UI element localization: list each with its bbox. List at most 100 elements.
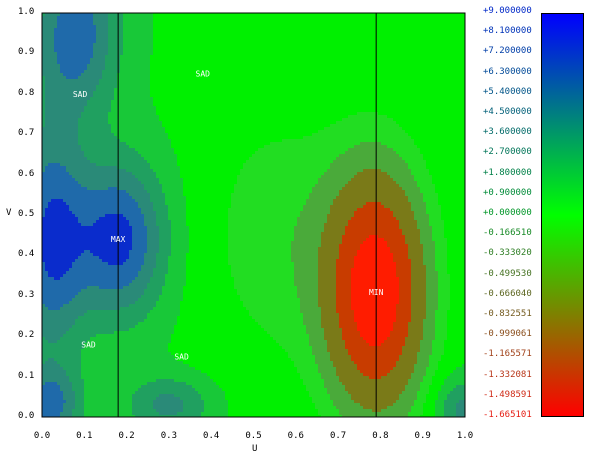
contour-cell — [399, 355, 417, 358]
contour-cell — [72, 415, 84, 417]
contour-cell — [207, 373, 300, 376]
contour-cell — [306, 388, 327, 391]
contour-cell — [117, 76, 150, 79]
contour-cell — [360, 247, 390, 250]
contour-cell — [153, 307, 180, 310]
contour-cell — [228, 226, 294, 229]
contour-cell — [189, 235, 228, 238]
contour-cell — [45, 268, 69, 271]
contour-cell — [69, 268, 141, 271]
contour-cell — [66, 331, 114, 334]
contour-cell — [189, 232, 228, 235]
contour-cell — [354, 265, 396, 268]
contour-cell — [228, 211, 300, 214]
contour-cell — [144, 220, 156, 223]
contour-cell — [411, 208, 426, 211]
contour-cell — [411, 304, 426, 307]
contour-cell — [75, 397, 84, 400]
contour-cell — [168, 346, 282, 349]
contour-cell — [57, 340, 87, 343]
contour-cell — [42, 22, 57, 25]
contour-cell — [228, 415, 321, 417]
contour-cell — [42, 388, 60, 391]
contour-cell — [42, 277, 54, 280]
contour-cell — [420, 190, 435, 193]
contour-cell — [147, 244, 159, 247]
contour-cell — [156, 262, 168, 265]
contour-cell — [435, 328, 447, 331]
x-tick-label: 0.9 — [414, 431, 431, 441]
contour-cell — [447, 310, 465, 313]
contour-cell — [42, 409, 63, 412]
contour-cell — [45, 106, 84, 109]
contour-cell — [429, 217, 441, 220]
contour-cell — [162, 286, 183, 289]
contour-cell — [42, 283, 129, 286]
contour-cell — [210, 376, 300, 379]
contour-cell — [177, 157, 249, 160]
contour-cell — [75, 322, 138, 325]
contour-cell — [150, 55, 465, 58]
contour-cell — [42, 34, 54, 37]
contour-cell — [147, 286, 162, 289]
contour-cell — [42, 133, 78, 136]
contour-cell — [387, 337, 405, 340]
contour-cell — [357, 253, 393, 256]
contour-cell — [414, 367, 426, 370]
contour-cell — [405, 340, 420, 343]
contour-cell — [318, 247, 339, 250]
contour-cell — [63, 304, 129, 307]
contour-cell — [393, 253, 408, 256]
contour-cell — [411, 136, 465, 139]
contour-cell — [42, 79, 45, 82]
contour-cell — [108, 118, 159, 121]
contour-cell — [153, 34, 465, 37]
contour-cell — [231, 199, 306, 202]
contour-cell — [426, 166, 465, 169]
contour-cell — [399, 301, 411, 304]
contour-cell — [45, 121, 78, 124]
contour-cell — [432, 352, 444, 355]
contour-cell — [342, 334, 360, 337]
contour-cell — [387, 373, 411, 376]
contour-cell — [144, 256, 156, 259]
contour-cell — [60, 337, 90, 340]
contour-cell — [147, 241, 159, 244]
contour-cell — [399, 184, 417, 187]
contour-cell — [120, 139, 171, 142]
contour-cell — [420, 187, 435, 190]
contour-cell — [45, 100, 87, 103]
contour-cell — [156, 259, 168, 262]
contour-cell — [312, 352, 330, 355]
contour-cell — [231, 274, 294, 277]
contour-cell — [450, 391, 465, 394]
contour-cell — [294, 277, 318, 280]
contour-cell — [42, 226, 132, 229]
contour-cell — [153, 103, 465, 106]
contour-cell — [171, 253, 186, 256]
contour-cell — [423, 196, 438, 199]
contour-cell — [420, 415, 435, 417]
contour-cell — [123, 28, 153, 31]
contour-cell — [66, 169, 126, 172]
contour-cell — [336, 277, 351, 280]
contour-cell — [48, 307, 60, 310]
contour-cell — [72, 262, 108, 265]
contour-cell — [123, 52, 153, 55]
contour-cell — [45, 169, 66, 172]
contour-cell — [441, 217, 465, 220]
contour-cell — [54, 358, 81, 361]
contour-cell — [84, 388, 138, 391]
contour-cell — [288, 355, 315, 358]
contour-cell — [153, 97, 465, 100]
contour-cell — [318, 370, 336, 373]
contour-cell — [60, 307, 120, 310]
contour-cell — [120, 70, 150, 73]
contour-cell — [240, 295, 297, 298]
contour-cell — [147, 313, 180, 316]
contour-cell — [102, 70, 120, 73]
contour-cell — [42, 64, 60, 67]
contour-cell — [432, 340, 444, 343]
contour-cell — [402, 346, 420, 349]
contour-cell — [165, 196, 186, 199]
